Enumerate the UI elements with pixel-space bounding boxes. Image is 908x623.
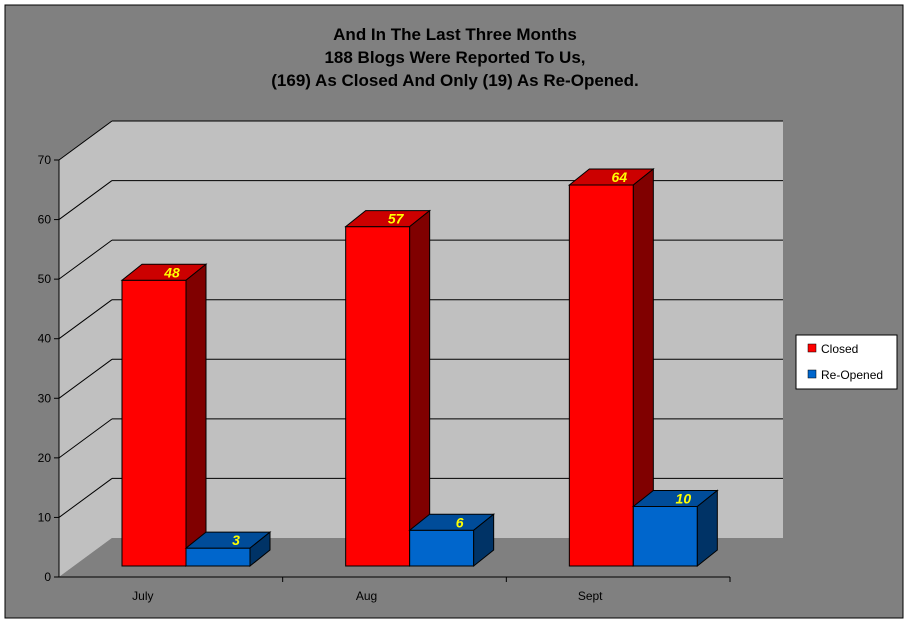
chart-back-wall — [112, 121, 783, 538]
bar-reopened-front — [409, 529, 475, 567]
data-labels: 48 3 57 6 64 10 — [163, 169, 691, 548]
legend: Closed Re-Opened — [795, 334, 898, 390]
y-tick-label: 70 — [38, 153, 52, 167]
data-label: 57 — [388, 211, 405, 227]
bar-reopened-front — [632, 505, 698, 567]
x-tick-label: July — [132, 589, 153, 603]
gridline-side — [58, 239, 113, 280]
y-tick-label: 10 — [38, 510, 52, 524]
data-label: 6 — [456, 514, 464, 530]
y-tick-label: 50 — [38, 272, 52, 286]
bar-reopened-side — [249, 531, 271, 568]
chart-title-line-2: 188 Blogs Were Reported To Us, — [324, 48, 585, 67]
gridline-side — [58, 418, 113, 459]
data-label: 48 — [163, 264, 180, 280]
bar-reopened-side — [696, 489, 718, 568]
bars — [120, 167, 719, 568]
legend-swatch-reopened — [807, 369, 817, 379]
gridline-side — [58, 358, 113, 399]
x-tick-label: Aug — [356, 589, 377, 603]
gridline-side — [58, 180, 113, 220]
gridlines — [58, 120, 783, 518]
x-tick-label: Sept — [578, 589, 603, 603]
chart-title-line-1: And In The Last Three Months — [333, 25, 577, 44]
chart-side-wall — [59, 121, 112, 577]
legend-label-reopened: Re-Opened — [821, 368, 883, 382]
chart-title-line-3: (169) As Closed And Only (19) As Re-Open… — [271, 71, 638, 90]
y-tick-label: 0 — [44, 570, 51, 584]
gridline-side — [58, 299, 113, 340]
bar-reopened-side — [473, 513, 495, 568]
y-tick-label: 20 — [38, 451, 52, 465]
gridline-side — [58, 120, 113, 161]
bar-reopened-front — [185, 547, 251, 567]
y-tick-label: 40 — [38, 332, 52, 346]
bar-closed-side — [409, 209, 431, 568]
y-tick-label: 60 — [38, 213, 52, 227]
bar-closed-front — [121, 279, 187, 567]
gridline-side — [58, 478, 113, 518]
axes: 0 10 20 30 40 50 60 70 July Aug Sept — [38, 153, 731, 603]
legend-swatch-closed — [807, 343, 817, 353]
bar-closed-side — [185, 263, 207, 568]
data-label: 64 — [612, 169, 628, 185]
data-label: 10 — [676, 490, 692, 506]
data-label: 3 — [232, 532, 240, 548]
legend-label-closed: Closed — [821, 342, 858, 356]
bar-closed-front — [568, 184, 634, 567]
y-tick-label: 30 — [38, 391, 52, 405]
bar-closed-front — [345, 226, 411, 567]
